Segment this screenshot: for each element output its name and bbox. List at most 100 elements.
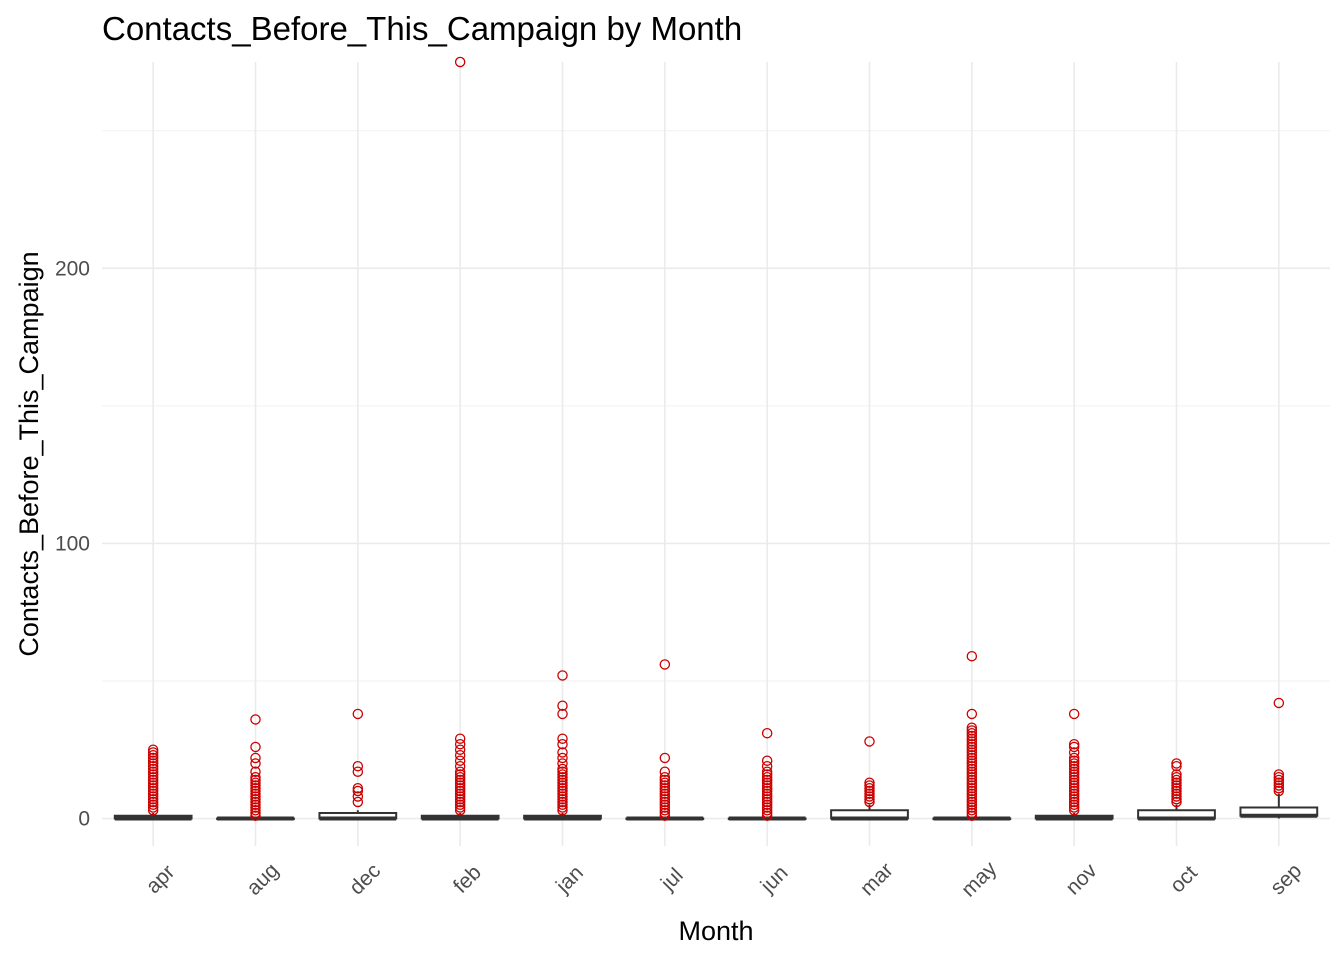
outlier-point <box>761 788 773 799</box>
outlier-point <box>966 788 978 799</box>
outlier-point <box>454 802 466 813</box>
outlier-point <box>147 763 159 775</box>
outlier-point <box>557 708 568 720</box>
outlier-point <box>147 802 159 813</box>
outlier-point <box>1068 771 1080 783</box>
outlier-point <box>147 752 159 764</box>
x-tick-label: apr <box>142 860 180 898</box>
outlier-point <box>557 747 568 758</box>
outlier-point <box>1273 785 1285 797</box>
outlier-point <box>1171 793 1182 805</box>
box-group-oct <box>1137 758 1216 821</box>
outlier-point <box>454 788 466 799</box>
outlier-point <box>557 769 568 780</box>
outlier-point <box>352 766 364 777</box>
outlier-point <box>864 791 875 802</box>
outlier-point <box>1273 769 1285 780</box>
outlier-point <box>966 804 978 816</box>
outlier-point <box>250 780 261 791</box>
outlier-point <box>966 741 978 753</box>
outlier-point <box>147 771 159 783</box>
outlier-point <box>250 810 261 821</box>
outlier-point <box>659 752 671 764</box>
outlier-point <box>1068 793 1080 805</box>
outlier-point <box>761 780 773 791</box>
outlier-point <box>147 777 159 788</box>
outlier-point <box>1068 780 1080 791</box>
outlier-point <box>761 802 773 813</box>
outlier-point <box>352 785 364 797</box>
outlier-point <box>1171 785 1182 797</box>
outlier-point <box>966 774 978 786</box>
outlier-point <box>1068 763 1080 775</box>
outlier-point <box>454 780 466 791</box>
outlier-point <box>761 782 773 794</box>
outlier-point <box>1068 760 1080 772</box>
outlier-point <box>761 755 773 766</box>
outlier-point <box>1068 766 1080 777</box>
outlier-point <box>557 799 568 810</box>
outlier-point <box>454 749 466 761</box>
outlier-point <box>761 727 773 739</box>
outlier-point <box>1068 799 1080 810</box>
outlier-point <box>147 782 159 794</box>
outlier-point <box>966 738 978 750</box>
outlier-point <box>761 771 773 783</box>
outlier-point <box>966 755 978 766</box>
outlier-point <box>557 793 568 805</box>
outlier-point <box>557 774 568 786</box>
box-group-dec <box>318 708 398 821</box>
outlier-point <box>1273 771 1285 783</box>
outlier-point <box>557 791 568 802</box>
outlier-point <box>966 763 978 775</box>
outlier-point <box>659 782 671 794</box>
outlier-point <box>1171 777 1182 788</box>
outlier-point <box>761 807 773 819</box>
box-group-apr <box>113 744 193 821</box>
box-group-aug <box>216 714 295 821</box>
outlier-point <box>1068 738 1080 750</box>
outlier-point <box>147 769 159 780</box>
outlier-point <box>557 733 568 744</box>
outlier-point <box>966 777 978 788</box>
outlier-point <box>454 760 466 772</box>
outlier-point <box>966 708 978 720</box>
outlier-point <box>761 785 773 797</box>
outlier-point <box>557 766 568 777</box>
outlier-point <box>659 659 671 670</box>
outlier-point <box>1068 777 1080 788</box>
outlier-point <box>659 810 671 821</box>
outlier-point <box>966 807 978 819</box>
outlier-point <box>761 810 773 821</box>
outlier-point <box>147 760 159 772</box>
outlier-point <box>454 785 466 797</box>
outlier-point <box>864 788 875 799</box>
y-tick-label: 200 <box>55 257 90 280</box>
outlier-point <box>966 650 978 662</box>
outlier-point <box>250 758 261 769</box>
outlier-point <box>1068 804 1080 816</box>
outlier-point <box>1068 769 1080 780</box>
outlier-point <box>147 755 159 766</box>
outlier-point <box>250 785 261 797</box>
outlier-point <box>147 799 159 810</box>
outlier-point <box>250 774 261 786</box>
outlier-point <box>147 758 159 769</box>
outlier-point <box>864 777 875 788</box>
outlier-point <box>761 791 773 802</box>
outlier-point <box>454 766 466 777</box>
outlier-point <box>557 700 568 711</box>
outlier-point <box>250 766 261 777</box>
outlier-point <box>1171 782 1182 794</box>
outlier-point <box>659 780 671 791</box>
outlier-point <box>761 796 773 808</box>
outlier-point <box>250 771 261 783</box>
outlier-point <box>250 777 261 788</box>
outlier-point <box>454 771 466 783</box>
outlier-point <box>250 799 261 810</box>
y-tick-label: 0 <box>78 807 90 830</box>
x-tick-label: jul <box>656 864 688 896</box>
outlier-point <box>966 785 978 797</box>
outlier-point <box>966 744 978 755</box>
outlier-point <box>966 733 978 744</box>
